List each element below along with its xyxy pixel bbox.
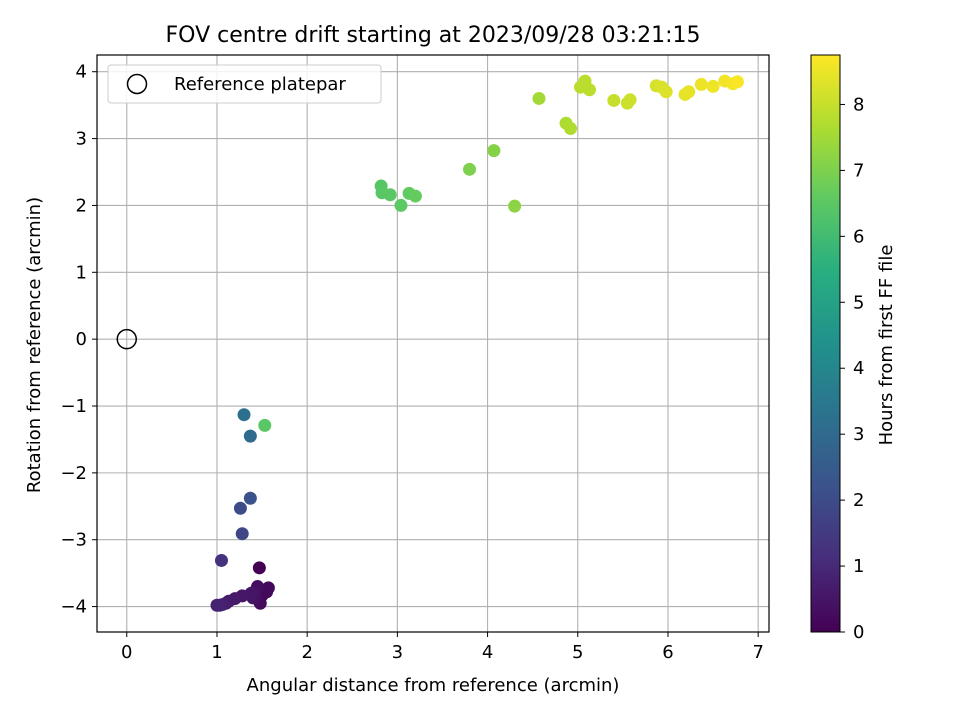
plot-frame bbox=[96, 54, 770, 633]
legend-box bbox=[107, 64, 382, 104]
data-point bbox=[487, 144, 501, 158]
data-point bbox=[682, 85, 696, 99]
data-point bbox=[383, 188, 397, 202]
data-point bbox=[582, 83, 596, 97]
y-tick-label: −3 bbox=[60, 530, 87, 551]
data-point bbox=[623, 93, 637, 107]
data-point bbox=[261, 581, 275, 595]
data-point bbox=[508, 199, 522, 213]
x-tick-label: 0 bbox=[121, 642, 132, 663]
colorbar-tick-label: 0 bbox=[853, 622, 864, 643]
colorbar-gradient bbox=[810, 54, 841, 633]
data-point bbox=[564, 122, 578, 136]
colorbar-tick-label: 6 bbox=[853, 226, 864, 247]
data-point bbox=[233, 501, 247, 515]
colorbar-tick-label: 8 bbox=[853, 94, 864, 115]
x-tick-label: 5 bbox=[572, 642, 583, 663]
colorbar-tick-label: 7 bbox=[853, 160, 864, 181]
x-tick-label: 1 bbox=[211, 642, 222, 663]
data-point bbox=[258, 418, 272, 432]
data-point bbox=[243, 429, 257, 443]
y-tick-label: −2 bbox=[60, 463, 87, 484]
data-point bbox=[214, 553, 228, 567]
colorbar-tick-label: 1 bbox=[853, 556, 864, 577]
data-point bbox=[408, 189, 422, 203]
y-tick-label: 1 bbox=[76, 262, 87, 283]
colorbar-tick-label: 3 bbox=[853, 424, 864, 445]
data-points bbox=[210, 74, 744, 612]
x-tick-label: 3 bbox=[392, 642, 403, 663]
colorbar-tick-label: 2 bbox=[853, 490, 864, 511]
y-tick-label: 3 bbox=[76, 129, 87, 150]
colorbar-label: Hours from first FF file bbox=[876, 245, 897, 446]
data-point bbox=[532, 91, 546, 105]
legend: Reference platepar bbox=[107, 64, 382, 104]
colorbar-tick-label: 4 bbox=[853, 358, 864, 379]
x-axis-label: Angular distance from reference (arcmin) bbox=[247, 675, 620, 696]
data-point bbox=[694, 77, 708, 91]
data-point bbox=[706, 79, 720, 93]
x-tick-label: 2 bbox=[301, 642, 312, 663]
data-point bbox=[394, 198, 408, 212]
reference-point-marker bbox=[116, 328, 138, 350]
colorbar-tick-label: 5 bbox=[853, 292, 864, 313]
data-point bbox=[235, 527, 249, 541]
y-tick-label: 0 bbox=[76, 329, 87, 350]
data-point bbox=[243, 491, 257, 505]
data-point bbox=[252, 561, 266, 575]
legend-marker bbox=[126, 73, 148, 95]
data-point bbox=[237, 408, 251, 422]
data-point bbox=[659, 85, 673, 99]
chart-title: FOV centre drift starting at 2023/09/28 … bbox=[166, 23, 701, 48]
data-point bbox=[730, 75, 744, 89]
y-tick-label: −1 bbox=[60, 396, 87, 417]
x-tick-label: 7 bbox=[752, 642, 763, 663]
data-point bbox=[463, 162, 477, 176]
y-tick-label: 2 bbox=[76, 195, 87, 216]
y-tick-label: 4 bbox=[76, 62, 87, 83]
x-axis-ticks: 0 1 2 3 4 5 6 7 bbox=[121, 632, 764, 663]
y-tick-label: −4 bbox=[60, 597, 87, 618]
colorbar: 0 1 2 3 4 5 6 7 8 Hours from first FF file bbox=[810, 54, 897, 643]
x-tick-label: 6 bbox=[662, 642, 673, 663]
grid-lines bbox=[97, 55, 769, 632]
data-point bbox=[607, 93, 621, 107]
y-axis-ticks: −4 −3 −2 −1 0 1 2 3 4 bbox=[60, 62, 97, 618]
y-axis-label: Rotation from reference (arcmin) bbox=[24, 197, 45, 493]
colorbar-ticks: 0 1 2 3 4 5 6 7 8 bbox=[840, 94, 864, 643]
legend-label: Reference platepar bbox=[174, 74, 346, 95]
x-tick-label: 4 bbox=[482, 642, 493, 663]
data-point bbox=[210, 598, 224, 612]
